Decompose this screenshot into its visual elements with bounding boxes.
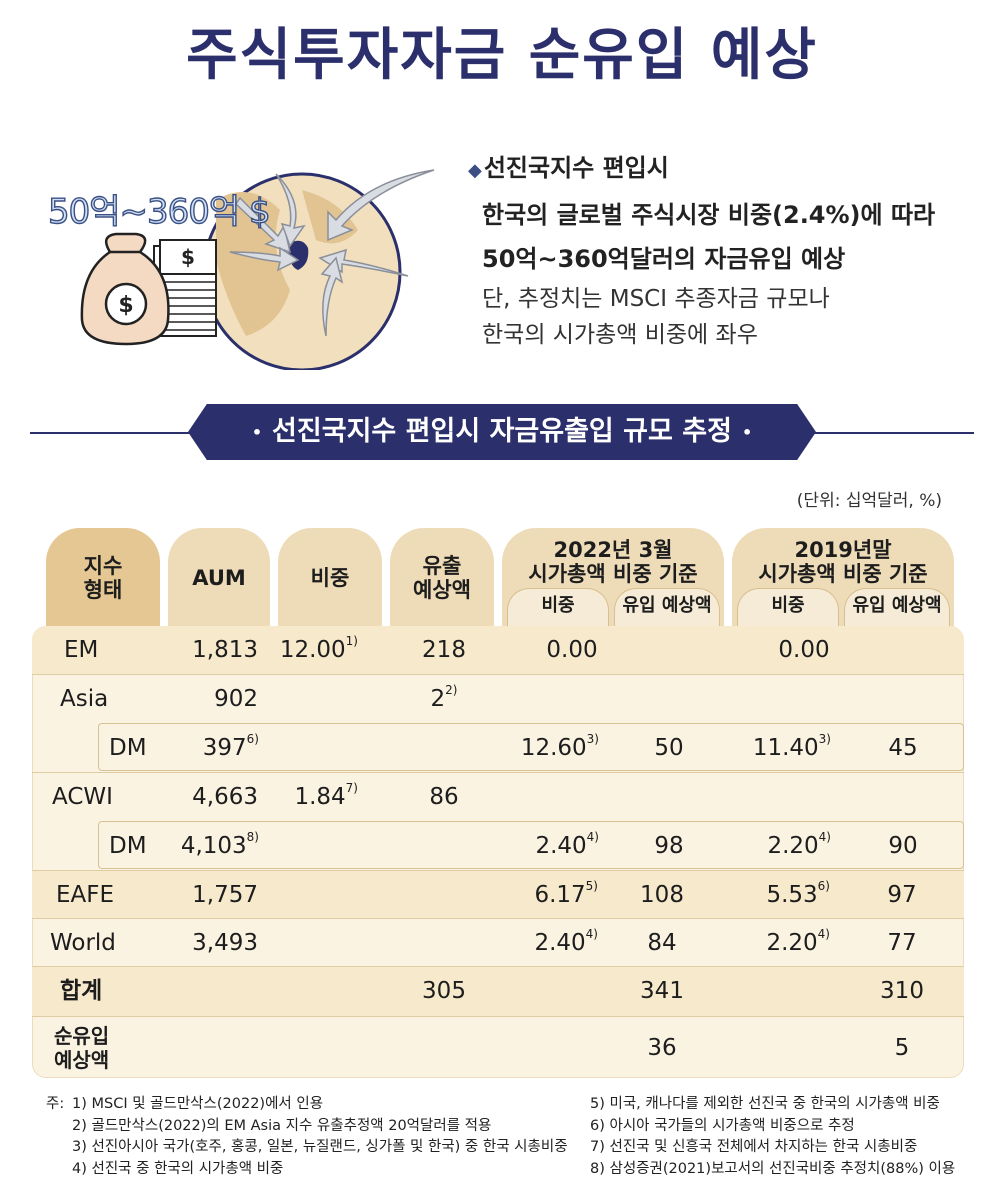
cell-aum: 1,757 — [192, 882, 258, 908]
cell-2019-inflow: 45 — [888, 735, 918, 761]
cell-2019-inflow: 97 — [887, 882, 917, 908]
summary-line-2: 50억~360억달러의 자금유입 예상 — [482, 245, 846, 273]
cell-2019-inflow: 310 — [880, 978, 924, 1004]
cell-2022-weight: 2.404) — [534, 927, 598, 956]
cell-outflow: 22) — [430, 683, 458, 712]
cell-2022-weight: 2.404) — [535, 830, 599, 859]
cell-aum: 902 — [214, 686, 258, 712]
cell-aum: 3976) — [202, 732, 259, 761]
svg-text:$: $ — [181, 245, 195, 269]
cell-aum: 3,493 — [192, 930, 258, 956]
cell-weight: 12.001) — [279, 634, 358, 663]
svg-text:$: $ — [118, 293, 133, 318]
header-outflow: 유출 예상액 — [390, 528, 494, 628]
cell-2022-weight: 6.175) — [534, 879, 598, 908]
cell-aum: 4,1038) — [180, 830, 259, 859]
row-label: EM — [64, 637, 99, 663]
diamond-bullet-icon: ◆ — [468, 160, 482, 181]
table-row: Asia 902 22) — [32, 674, 964, 722]
cell-aum: 4,663 — [192, 784, 258, 810]
cell-outflow: 305 — [422, 978, 466, 1004]
cell-2022-inflow: 50 — [654, 735, 684, 761]
row-label: World — [50, 930, 116, 956]
footnote: 3) 선진아시아 국가(호주, 홍콩, 일본, 뉴질랜드, 싱가폴 및 한국) … — [72, 1139, 568, 1155]
cell-2019-weight: 5.536) — [766, 879, 830, 908]
summary-line-1: 한국의 글로벌 주식시장 비중(2.4%)에 따라 — [482, 201, 936, 229]
cell-2022-inflow: 341 — [640, 978, 684, 1004]
footnote: 6) 아시아 국가들의 시가총액 비중으로 추정 — [590, 1117, 855, 1134]
footnote: 4) 선진국 중 한국의 시가총액 비중 — [72, 1160, 284, 1177]
row-label: Asia — [60, 686, 109, 712]
cell-2022-weight: 0.00 — [546, 637, 598, 663]
summary-note-2: 한국의 시가총액 비중에 좌우 — [482, 322, 758, 348]
cell-weight: 1.847) — [294, 781, 358, 810]
cell-outflow: 86 — [429, 784, 459, 810]
cell-2022-inflow: 84 — [647, 930, 677, 956]
globe-money-illustration: $ $ — [80, 169, 435, 370]
cell-2019-inflow: 90 — [888, 833, 918, 859]
row-label: 합계 — [60, 978, 103, 1004]
row-label: DM — [109, 735, 147, 761]
footnote-prefix: 주: — [46, 1096, 65, 1112]
footnote: 7) 선진국 및 신흥국 전체에서 차지하는 한국 시총비중 — [590, 1139, 918, 1155]
cell-2019-weight: 11.403) — [752, 732, 831, 761]
header-aum: AUM — [168, 528, 270, 628]
cell-2019-inflow: 77 — [887, 930, 917, 956]
footnote: 8) 삼성증권(2021)보고서의 선진국비중 추정치(88%) 이용 — [590, 1160, 956, 1177]
summary-description: ◆선진국지수 편입시 한국의 글로벌 주식시장 비중(2.4%)에 따라 50억… — [468, 146, 988, 353]
cell-2019-weight: 0.00 — [778, 637, 830, 663]
table-row: EM 1,813 12.001) 218 0.00 0.00 — [32, 626, 964, 674]
table-row: DM 4,1038) 2.404) 98 2.204) 90 — [98, 821, 964, 869]
footnote: 5) 미국, 캐나다를 제외한 선진국 중 한국의 시가총액 비중 — [590, 1096, 940, 1112]
cell-2022-inflow: 108 — [640, 882, 684, 908]
header-2022-weight: 비중 — [507, 588, 609, 628]
header-2022-inflow: 유입 예상액 — [614, 588, 720, 628]
cell-2019-inflow: 5 — [894, 1035, 910, 1061]
summary-note-1: 단, 추정치는 MSCI 추종자금 규모나 — [482, 286, 830, 312]
row-label: EAFE — [56, 882, 115, 908]
header-weight: 비중 — [278, 528, 382, 628]
header-index-type: 지수 형태 — [46, 528, 160, 628]
cell-aum: 1,813 — [192, 637, 258, 663]
cell-outflow: 218 — [422, 637, 466, 663]
table-row-total: 합계 305 341 310 — [32, 966, 964, 1016]
page-title: 주식투자자금 순유입 예상 — [186, 23, 818, 88]
cell-2022-inflow: 98 — [654, 833, 684, 859]
header-2019-weight: 비중 — [737, 588, 839, 628]
summary-heading: ◆선진국지수 편입시 — [468, 154, 669, 182]
inflow-amount-label: 50억~360억 $ — [47, 191, 271, 232]
table-row: ACWI 4,663 1.847) 86 — [32, 772, 964, 820]
header-2019-inflow: 유입 예상액 — [844, 588, 950, 628]
footnote: 1) MSCI 및 골드만삭스(2022)에서 인용 — [72, 1096, 324, 1112]
table-row: World 3,493 2.404) 84 2.204) 77 — [32, 918, 964, 966]
unit-label: (단위: 십억달러, %) — [796, 491, 942, 511]
row-label: ACWI — [52, 784, 113, 810]
section-title: • 선진국지수 편입시 자금유출입 규모 추정 • — [188, 404, 816, 460]
table-row: DM 3976) 12.603) 50 11.403) 45 — [98, 723, 964, 771]
row-label: 순유입 예상액 — [54, 1024, 110, 1072]
cell-2019-weight: 2.204) — [766, 927, 830, 956]
table-row-net: 순유입 예상액 36 5 — [32, 1016, 964, 1078]
row-label: DM — [109, 833, 147, 859]
money-bag-icon: $ — [80, 232, 170, 346]
cell-2019-weight: 2.204) — [767, 830, 831, 859]
footnotes-left: 1) MSCI 및 골드만삭스(2022)에서 인용 2) 골드만삭스(2022… — [72, 1094, 568, 1180]
cell-2022-weight: 12.603) — [520, 732, 599, 761]
table-row: EAFE 1,757 6.175) 108 5.536) 97 — [32, 870, 964, 918]
footnote: 2) 골드만삭스(2022)의 EM Asia 지수 유출추정액 20억달러를 … — [72, 1117, 492, 1134]
footnotes-right: 5) 미국, 캐나다를 제외한 선진국 중 한국의 시가총액 비중 6) 아시아… — [590, 1094, 955, 1180]
cell-2022-inflow: 36 — [647, 1035, 677, 1061]
